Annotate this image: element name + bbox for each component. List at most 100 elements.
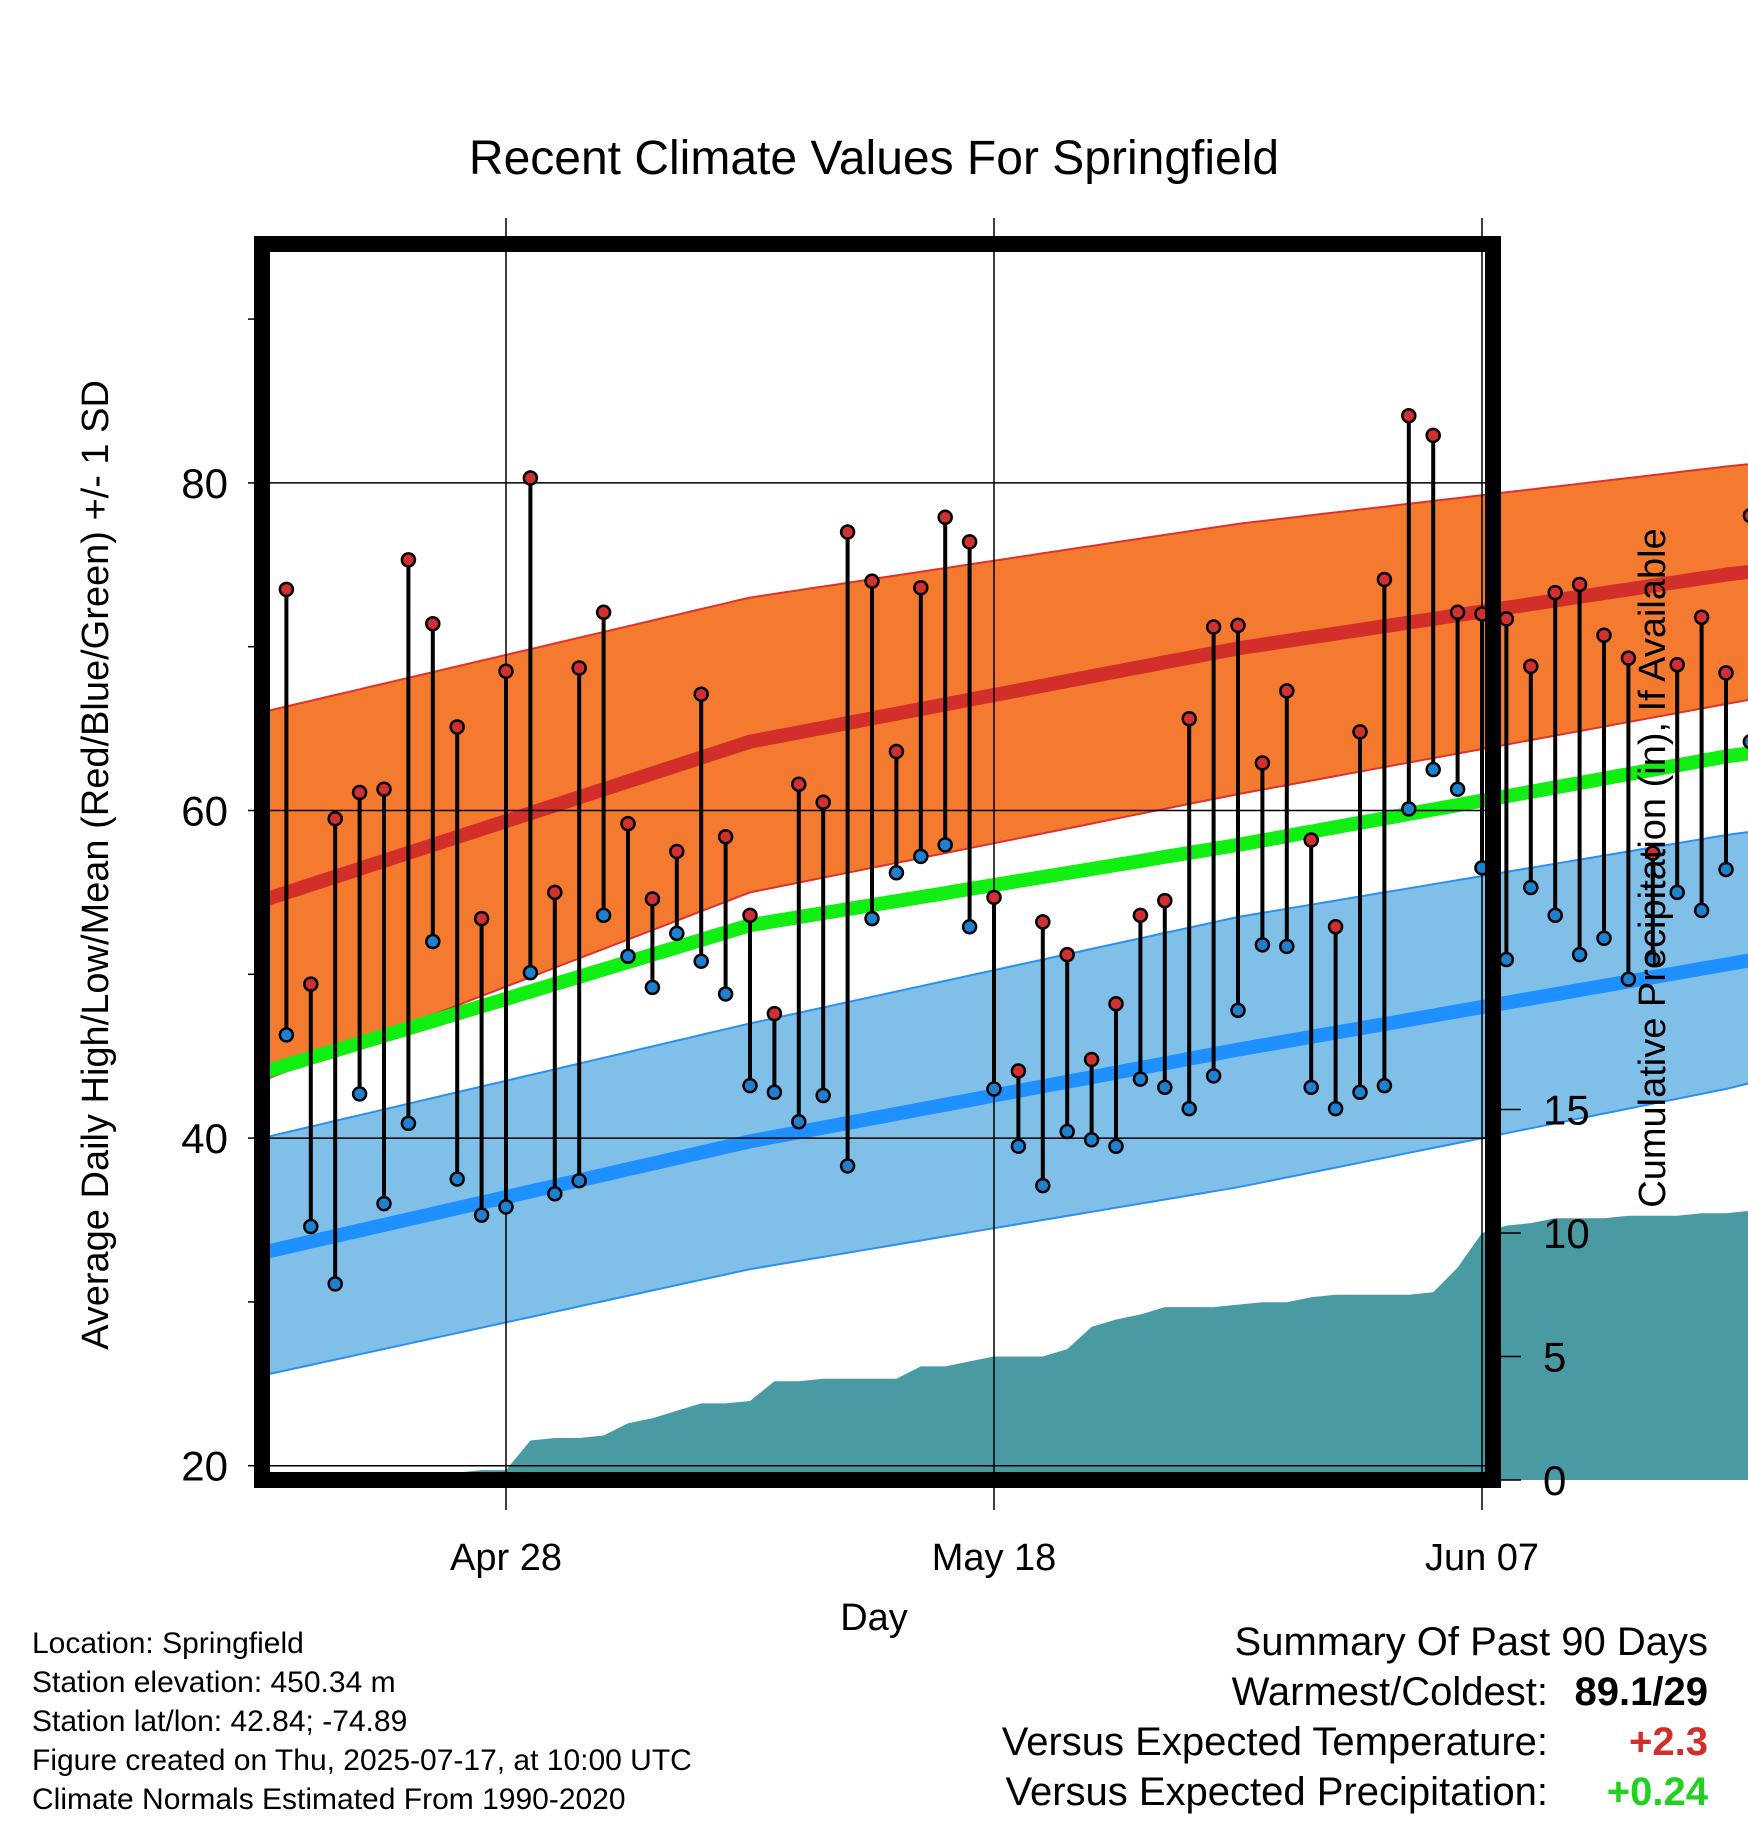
daily-low-point — [1401, 801, 1417, 817]
daily-high-point — [1449, 604, 1466, 621]
daily-low-point — [1010, 1138, 1027, 1155]
daily-high-point — [522, 470, 539, 486]
summary-title: Summary Of Past 90 Days — [1234, 1620, 1708, 1664]
daily-high-point — [473, 910, 490, 927]
normals-text: Climate Normals Estimated From 1990-2020 — [32, 1783, 626, 1816]
daily-low-point — [1596, 930, 1612, 947]
daily-low-point — [717, 986, 734, 1002]
location-text: Location: Springfield — [32, 1627, 304, 1660]
daily-low-point — [351, 1086, 368, 1102]
daily-high-point — [669, 843, 685, 860]
daily-high-point — [303, 976, 319, 992]
daily-high-point — [1742, 508, 1748, 524]
daily-low-point — [693, 953, 709, 969]
daily-low-point — [1571, 946, 1588, 963]
daily-low-point — [1205, 1068, 1222, 1084]
warmest-value: 89.1 — [1574, 1670, 1653, 1714]
daily-high-point — [1157, 892, 1173, 909]
daily-high-point — [644, 891, 661, 907]
daily-high-point — [937, 509, 953, 526]
daily-high-point — [400, 552, 417, 568]
low-sd-band — [262, 832, 1748, 1376]
daily-high-point — [1547, 584, 1563, 601]
daily-low-point — [1083, 1131, 1100, 1148]
daily-high-point — [864, 573, 880, 589]
precip-area — [262, 1211, 1748, 1480]
daily-low-point — [961, 919, 978, 935]
daily-low-point — [937, 837, 953, 853]
daily-high-point — [791, 776, 807, 793]
daily-high-point — [986, 889, 1002, 906]
coldest-value: 29 — [1663, 1670, 1709, 1714]
warmest-coldest-row: Warmest/Coldest: 89.1/29 — [808, 1670, 1708, 1720]
high-sd-band — [262, 464, 1748, 1081]
daily-high-point — [839, 524, 856, 540]
daily-low-point — [449, 1171, 465, 1187]
daily-high-point — [1401, 407, 1417, 424]
daily-low-point — [547, 1186, 563, 1202]
daily-low-point — [1132, 1071, 1149, 1087]
daily-high-point — [1205, 619, 1222, 635]
daily-low-point — [1498, 951, 1515, 968]
daily-low-point — [644, 979, 661, 996]
daily-low-point — [1352, 1084, 1368, 1100]
daily-high-point — [961, 534, 978, 550]
daily-low-point — [766, 1084, 783, 1100]
daily-low-point — [1742, 734, 1748, 750]
daily-low-point — [1620, 971, 1637, 987]
daily-high-point — [1498, 611, 1515, 627]
y-tick-label: 40 — [181, 1115, 228, 1162]
daily-high-point — [376, 781, 392, 797]
daily-low-point — [888, 864, 905, 881]
daily-low-point — [595, 907, 612, 924]
daily-high-point — [547, 884, 563, 901]
daily-low-point — [1547, 907, 1563, 924]
y2-axis-label: Cumulative Precipitation (in), If Availa… — [1632, 528, 1674, 1207]
y2-tick-label: 5 — [1543, 1334, 1566, 1381]
daily-high-point — [766, 1005, 783, 1022]
elevation-text: Station elevation: 450.34 m — [32, 1666, 396, 1699]
x-tick-label: Apr 28 — [450, 1537, 562, 1579]
y2-tick-label: 0 — [1543, 1457, 1566, 1504]
y2-tick-label: 15 — [1543, 1087, 1590, 1134]
daily-low-point — [1693, 902, 1710, 919]
created-text: Figure created on Thu, 2025-07-17, at 10… — [32, 1744, 692, 1777]
temp-anomaly-value: +2.3 — [1629, 1720, 1708, 1764]
y-axis-label: Average Daily High/Low/Mean (Red/Blue/Gr… — [75, 380, 117, 1350]
daily-high-point — [1181, 711, 1197, 727]
daily-low-point — [1645, 951, 1661, 968]
station-info: Location: Springfield Station elevation:… — [32, 1624, 692, 1819]
daily-high-point — [1132, 907, 1149, 924]
daily-low-point — [498, 1199, 514, 1215]
daily-low-point — [1035, 1177, 1051, 1194]
latlon-text: Station lat/lon: 42.84; -74.89 — [32, 1705, 408, 1738]
daily-high-point — [742, 907, 758, 924]
daily-high-point — [425, 616, 441, 632]
daily-high-point — [351, 784, 368, 801]
daily-low-point — [1425, 761, 1441, 778]
daily-low-point — [1376, 1077, 1393, 1094]
daily-high-point — [815, 794, 831, 811]
daily-low-point — [742, 1077, 758, 1094]
daily-low-point — [839, 1158, 856, 1174]
y2-tick-label: 10 — [1543, 1210, 1590, 1257]
daily-low-point — [1718, 861, 1734, 878]
daily-low-point — [986, 1081, 1002, 1097]
daily-high-point — [1010, 1063, 1027, 1079]
daily-low-point — [1669, 884, 1685, 901]
summary-panel: Summary Of Past 90 Days Warmest/Coldest:… — [808, 1620, 1708, 1820]
daily-high-point — [1376, 571, 1393, 588]
daily-high-point — [1254, 755, 1271, 771]
summary-title-row: Summary Of Past 90 Days — [808, 1620, 1708, 1670]
daily-low-point — [1157, 1079, 1173, 1096]
daily-high-point — [620, 815, 636, 832]
daily-high-point — [1620, 650, 1637, 666]
daily-low-point — [278, 1027, 295, 1043]
daily-low-point — [1303, 1079, 1319, 1096]
daily-low-point — [425, 933, 441, 950]
daily-low-point — [1059, 1123, 1075, 1140]
daily-low-point — [400, 1115, 417, 1132]
daily-high-point — [693, 686, 709, 702]
daily-low-point — [1279, 938, 1295, 955]
y-tick-label: 80 — [181, 460, 228, 507]
